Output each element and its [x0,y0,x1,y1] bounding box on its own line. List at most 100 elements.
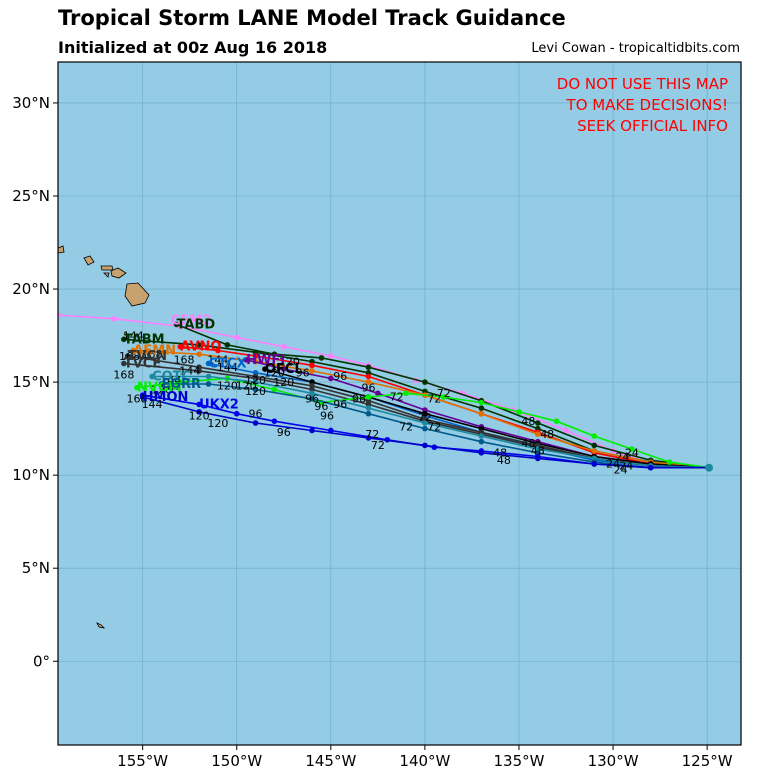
track-point-cotc [365,405,372,411]
ocean-background [58,62,741,745]
forecast-hour-168: 168 [127,393,148,406]
track-point-nvgm [591,433,598,439]
lon-tick-label: 155°W [117,752,168,768]
track-point-avno [177,343,184,350]
forecast-hour-96: 96 [352,393,366,406]
track-point-hmon [139,394,146,400]
forecast-hour-120: 120 [189,409,210,422]
track-point-hwfi [280,366,287,372]
track-point-hmon [365,435,372,441]
lanai-island [103,272,110,278]
track-point-aemn [130,347,137,354]
track-point-tabd [422,379,428,385]
model-label-hmon: HMON [143,390,189,405]
forecast-hour-96: 96 [333,398,347,411]
track-point-tabd [591,442,598,449]
track-point-hwfi [328,375,334,382]
forecast-hour-144: 144 [123,329,144,342]
forecast-hour-144: 144 [142,398,163,411]
track-point-egrr [422,425,428,432]
track-point-hmon [422,442,428,449]
track-point-cotc [478,433,485,439]
track-point-cem2 [111,316,118,322]
forecast-hour-120: 120 [279,355,300,368]
track-point-nvgm [365,394,372,400]
track-point-cotc [205,373,212,380]
track-point-nvgm [478,399,485,406]
forecast-hour-24: 24 [625,447,639,460]
lat-tick-label: 5°N [22,559,50,577]
model-label-tabd: TABD [177,317,216,332]
model-label-ukx2: UKX2 [199,397,239,412]
lon-tick-label: 125°W [682,752,733,768]
track-point-cotc [422,420,428,426]
model-label-cem2: CEM2 [171,314,211,329]
model-label-tvce: TVCE [124,356,161,371]
lon-tick-label: 145°W [305,752,356,768]
track-ctcx [208,362,710,469]
initial-position-marker [705,463,714,472]
track-point-hmon [647,464,654,471]
map-frame [57,61,742,746]
track-point-aemn [534,431,541,438]
niihau-island [58,245,65,254]
track-point-aemn [309,368,315,374]
track-point-egrr [205,381,212,387]
track-point-hmon [196,409,202,415]
forecast-hour-168: 168 [142,348,163,361]
model-label-nvgm: NVGM [137,381,182,396]
forecast-hour-168: 168 [119,350,140,363]
track-point-hmon [252,420,259,426]
forecast-hour-48: 48 [493,447,507,460]
model-label-cotc: COTC [152,370,191,385]
track-point-ukx2 [196,401,202,408]
track-point-nvgm [629,446,635,452]
track-point-cem2 [58,312,61,318]
track-point-nvgm [440,394,447,400]
forecast-hour-96: 96 [314,400,328,413]
forecast-hour-144: 144 [207,353,228,366]
track-point-aemn [478,410,485,417]
forecast-hour-72: 72 [365,428,379,441]
forecast-hour-144: 144 [160,374,181,387]
forecast-hour-24: 24 [606,458,620,471]
track-point-ofcl [262,366,268,372]
track-point-tabm [121,336,127,343]
lat-tick-label: 10°N [12,466,50,484]
forecast-hour-48: 48 [521,415,535,428]
model-label-hwfi: HWFI [246,353,285,368]
track-point-aemn [365,379,372,385]
forecast-hour-168: 168 [174,353,195,366]
track-point-egrr [309,396,315,402]
forecast-hour-48: 48 [521,437,535,450]
lat-tick-label: 25°N [12,187,50,205]
maui-island [110,267,127,279]
track-point-cem2 [328,353,334,359]
forecast-hour-72: 72 [390,391,404,404]
forecast-hour-72: 72 [437,387,451,400]
model-label-tvcn: TVCN [128,349,167,364]
forecast-hour-120: 120 [245,385,266,398]
track-point-tabd [365,364,372,371]
forecast-hour-144: 144 [160,381,181,394]
forecast-hour-96: 96 [249,407,263,420]
track-point-hmon [591,461,598,467]
forecast-hour-120: 120 [245,374,266,387]
forecast-hour-48: 48 [531,445,545,458]
oahu-island [83,255,95,266]
forecast-hour-120: 120 [273,376,294,389]
lon-tick-label: 130°W [588,752,639,768]
molokai-island [100,265,114,271]
track-point-nvgm [516,409,522,415]
forecast-hour-96: 96 [296,367,310,380]
track-point-cem2 [280,343,287,350]
init-subtitle: Initialized at 00z Aug 16 2018 [58,38,328,57]
warning-line-2: TO MAKE DECISIONS! [566,96,728,114]
track-point-tabd [534,420,541,426]
forecast-hour-144: 144 [217,361,238,374]
track-point-cotc [252,379,259,385]
model-label-tabm: TABM [124,332,165,347]
track-point-ukx2 [328,427,334,434]
track-point-hwfi [243,356,249,363]
forecast-hour-120: 120 [236,380,257,393]
